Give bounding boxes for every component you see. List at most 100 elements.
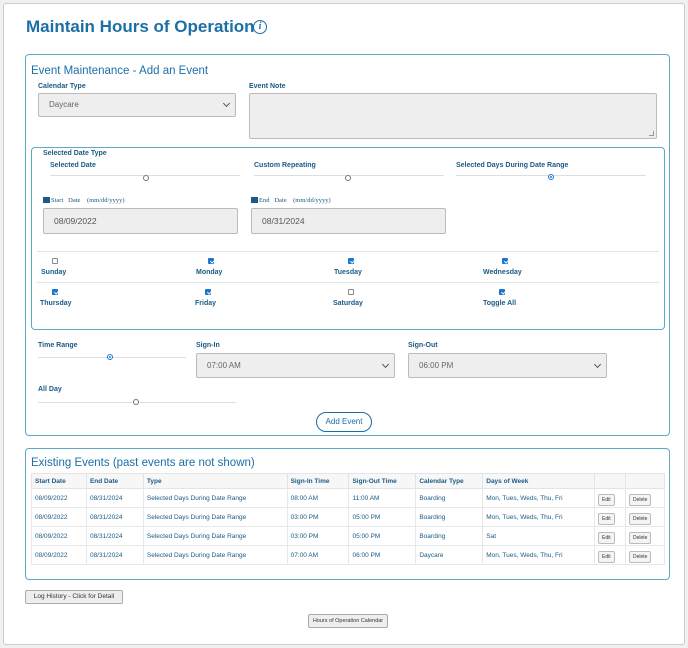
- selected-date-label: Selected Date: [50, 162, 96, 169]
- start-date-value: 08/09/2022: [54, 216, 97, 226]
- table-row: 08/09/2022 08/31/2024 Selected Days Duri…: [31, 507, 666, 527]
- calendar-icon: [43, 197, 50, 203]
- friday-label: Friday: [195, 300, 217, 307]
- column-header: [594, 473, 626, 489]
- sign-in-cell: 08:00 AM: [286, 488, 350, 508]
- edit-cell: Edit: [594, 507, 626, 527]
- delete-button[interactable]: Delete: [628, 493, 652, 506]
- resize-grip-icon[interactable]: [649, 131, 654, 136]
- monday-label: Monday: [196, 269, 223, 276]
- tuesday-label: Tuesday: [334, 269, 362, 276]
- days-of-week-cell: Mon, Tues, Weds, Thu, Fri: [482, 488, 595, 508]
- monday-checkbox[interactable]: [208, 258, 214, 264]
- column-header: Sign-Out Time: [348, 473, 417, 489]
- start-date-cell: 08/09/2022: [31, 488, 87, 508]
- chevron-down-icon: [381, 360, 390, 368]
- saturday-label: Saturday: [333, 300, 363, 307]
- calendar-icon: [251, 197, 258, 203]
- sunday-label: Sunday: [41, 269, 67, 276]
- end-date-input[interactable]: 08/31/2024: [251, 208, 446, 234]
- column-header: End Date: [85, 473, 144, 489]
- toggle-all-checkbox[interactable]: [499, 289, 505, 295]
- all-day-label: All Day: [38, 386, 62, 393]
- sign-in-cell: 03:00 PM: [286, 526, 350, 546]
- edit-cell: Edit: [594, 526, 626, 546]
- start-date-cell: 08/09/2022: [31, 507, 87, 527]
- sign-in-select[interactable]: 07:00 AM: [196, 353, 395, 378]
- hours-calendar-button[interactable]: Hours of Operation Calendar: [308, 614, 388, 628]
- events-table: Start Date End Date Type Sign-In Time Si…: [31, 473, 666, 565]
- delete-cell: Delete: [624, 526, 666, 546]
- delete-cell: Delete: [624, 545, 666, 565]
- thursday-checkbox[interactable]: [52, 289, 58, 295]
- days-of-week-cell: Mon, Tues, Weds, Thu, Fri: [482, 545, 595, 565]
- date-type-legend: Selected Date Type: [43, 150, 107, 157]
- edit-button[interactable]: Edit: [598, 550, 615, 563]
- start-date-input[interactable]: 08/09/2022: [43, 208, 238, 234]
- date-type-fieldset: Selected Date Type Selected Date Custom …: [31, 147, 665, 330]
- calendar-type-select[interactable]: Daycare: [38, 93, 236, 117]
- friday-checkbox[interactable]: [205, 289, 211, 295]
- tuesday-checkbox[interactable]: [348, 258, 354, 264]
- sign-in-label: Sign-In: [196, 342, 220, 349]
- wednesday-label: Wednesday: [483, 269, 522, 276]
- edit-button[interactable]: Edit: [598, 512, 615, 525]
- type-cell: Selected Days During Date Range: [142, 526, 288, 546]
- sign-out-select[interactable]: 06:00 PM: [408, 353, 607, 378]
- column-header: Calendar Type: [415, 473, 484, 489]
- thursday-label: Thursday: [40, 300, 72, 307]
- table-header-row: Start Date End Date Type Sign-In Time Si…: [31, 473, 666, 489]
- divider: [37, 251, 659, 252]
- start-date-cell: 08/09/2022: [31, 545, 87, 565]
- edit-button[interactable]: Edit: [598, 531, 615, 544]
- type-cell: Selected Days During Date Range: [142, 545, 288, 565]
- delete-button[interactable]: Delete: [628, 512, 652, 525]
- calendar-type-cell: Daycare: [415, 545, 484, 565]
- sign-in-value: 07:00 AM: [207, 361, 241, 370]
- calendar-type-label: Calendar Type: [38, 83, 86, 90]
- sign-out-cell: 06:00 PM: [348, 545, 417, 565]
- table-row: 08/09/2022 08/31/2024 Selected Days Duri…: [31, 526, 666, 546]
- chevron-down-icon: [222, 99, 231, 108]
- end-date-cell: 08/31/2024: [85, 507, 144, 527]
- wednesday-checkbox[interactable]: [502, 258, 508, 264]
- custom-repeating-radio[interactable]: [345, 175, 351, 181]
- sign-out-cell: 05:00 PM: [348, 507, 417, 527]
- saturday-checkbox[interactable]: [348, 289, 354, 295]
- add-event-button[interactable]: Add Event: [316, 412, 372, 432]
- end-date-cell: 08/31/2024: [85, 488, 144, 508]
- toggle-all-label: Toggle All: [483, 300, 517, 307]
- column-header: Days of Week: [482, 473, 595, 489]
- table-row: 08/09/2022 08/31/2024 Selected Days Duri…: [31, 545, 666, 565]
- selected-date-radio[interactable]: [143, 175, 149, 181]
- end-date-label: End Date (mm/dd/yyyy): [251, 197, 331, 204]
- event-note-field[interactable]: [249, 93, 657, 139]
- delete-button[interactable]: Delete: [628, 531, 652, 544]
- edit-cell: Edit: [594, 488, 626, 508]
- start-date-cell: 08/09/2022: [31, 526, 87, 546]
- type-cell: Selected Days During Date Range: [142, 507, 288, 527]
- divider: [37, 282, 659, 283]
- log-history-button[interactable]: Log History - Click for Detail: [25, 590, 123, 604]
- type-cell: Selected Days During Date Range: [142, 488, 288, 508]
- edit-button[interactable]: Edit: [598, 493, 615, 506]
- calendar-type-cell: Boarding: [415, 507, 484, 527]
- end-date-cell: 08/31/2024: [85, 545, 144, 565]
- column-header: [624, 473, 666, 489]
- edit-cell: Edit: [594, 545, 626, 565]
- delete-button[interactable]: Delete: [628, 550, 652, 563]
- custom-repeating-label: Custom Repeating: [254, 162, 316, 169]
- sign-out-cell: 05:00 PM: [348, 526, 417, 546]
- calendar-type-cell: Boarding: [415, 526, 484, 546]
- time-range-label: Time Range: [38, 342, 78, 349]
- time-range-radio[interactable]: [107, 354, 113, 360]
- sign-out-cell: 11:00 AM: [348, 488, 417, 508]
- all-day-radio[interactable]: [133, 399, 139, 405]
- date-range-radio[interactable]: [548, 174, 554, 180]
- end-date-cell: 08/31/2024: [85, 526, 144, 546]
- event-note-label: Event Note: [249, 83, 286, 90]
- info-icon[interactable]: i: [253, 20, 267, 34]
- existing-events-title: Existing Events (past events are not sho…: [31, 457, 255, 469]
- sign-in-cell: 07:00 AM: [286, 545, 350, 565]
- sunday-checkbox[interactable]: [52, 258, 58, 264]
